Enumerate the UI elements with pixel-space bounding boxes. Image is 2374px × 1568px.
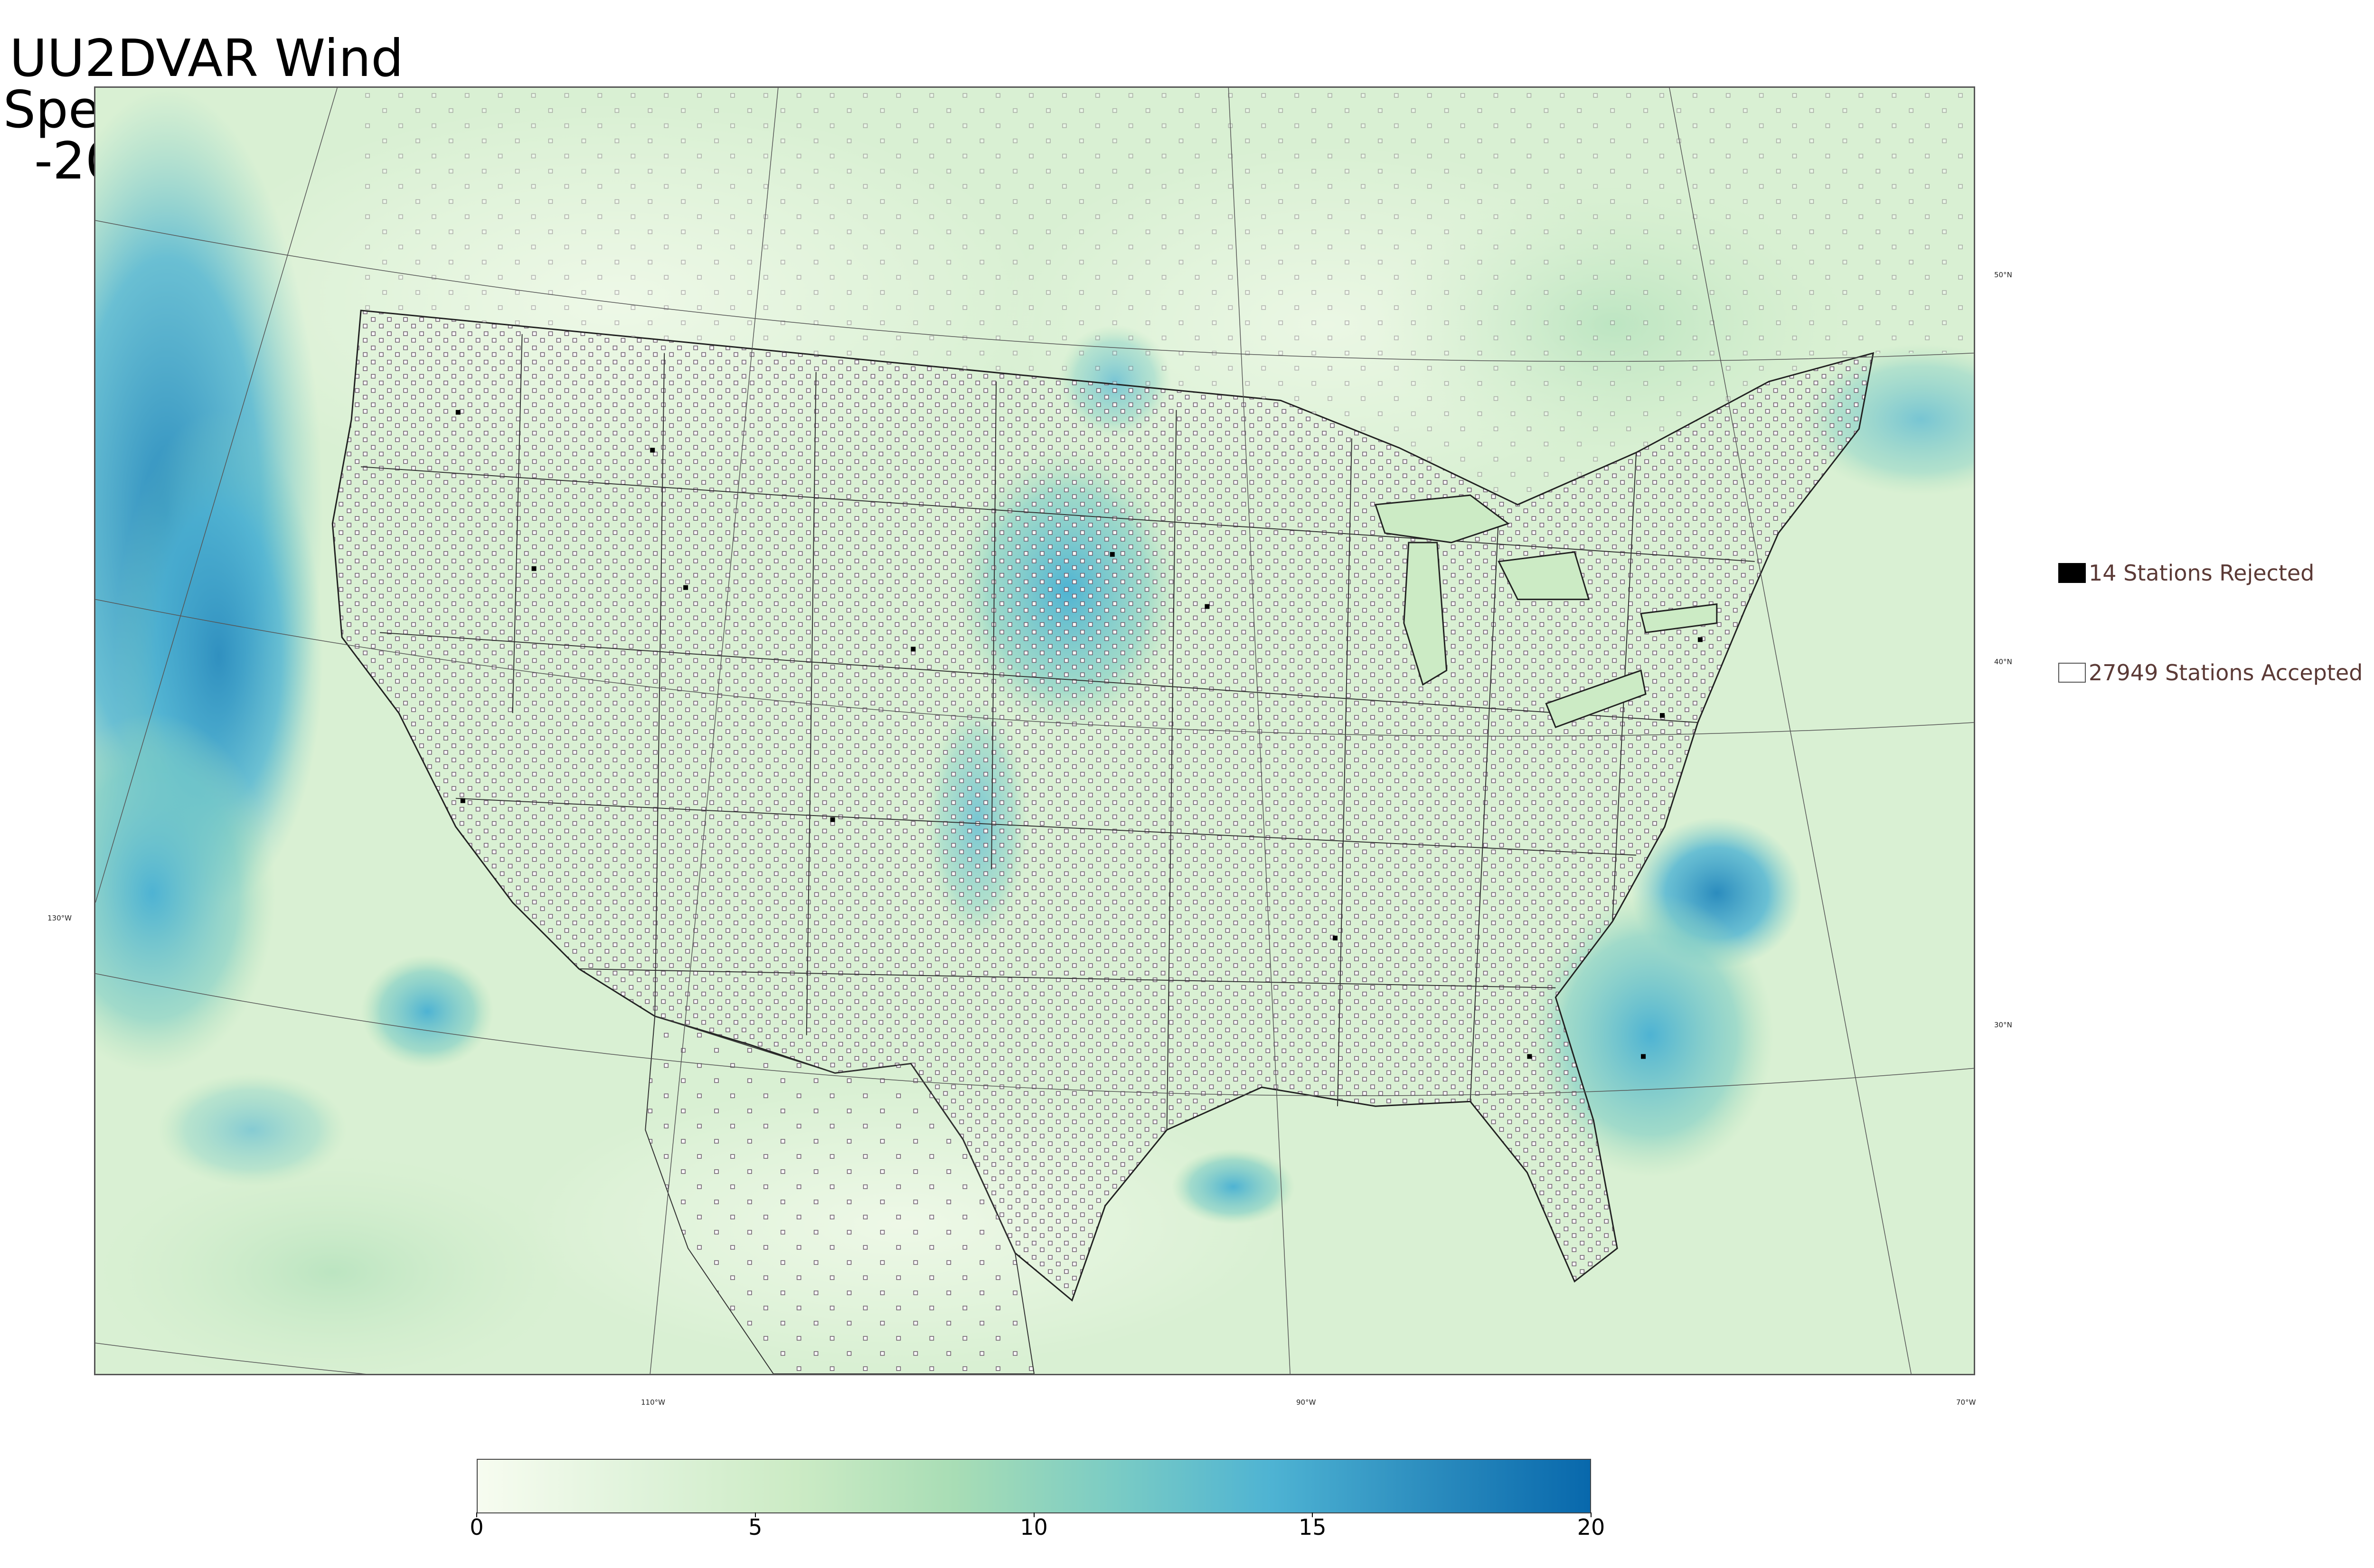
lon-label-130w: 130°W xyxy=(47,914,72,922)
lon-label-90w: 90°W xyxy=(1296,1398,1316,1407)
lat-label-30n: 30°N xyxy=(1994,1021,2012,1029)
colorbar-tick-label: 15 xyxy=(1298,1514,1327,1540)
wind-speed-map[interactable] xyxy=(94,86,1975,1375)
lat-label-50n: 50°N xyxy=(1994,271,2012,279)
colorbar-tick-mark xyxy=(1312,1512,1313,1517)
colorbar-tick-mark xyxy=(1033,1512,1035,1517)
colorbar-tick-label: 10 xyxy=(1020,1514,1048,1540)
legend-accepted-label: 27949 Stations Accepted xyxy=(2089,660,2363,685)
lat-label-40n: 40°N xyxy=(1994,657,2012,666)
colorbar-tick-label: 0 xyxy=(470,1514,484,1540)
legend-rejected-label: 14 Stations Rejected xyxy=(2089,560,2315,586)
colorbar-tick-mark xyxy=(754,1512,756,1517)
colorbar-tick-mark xyxy=(476,1512,477,1517)
accepted-swatch-icon xyxy=(2058,663,2086,683)
colorbar-tick-label: 20 xyxy=(1577,1514,1605,1540)
rejected-swatch-icon xyxy=(2058,563,2086,583)
colorbar-tick-label: 5 xyxy=(748,1514,763,1540)
lon-label-70w: 70°W xyxy=(1956,1398,1976,1407)
lon-label-110w: 110°W xyxy=(641,1398,665,1407)
legend-rejected: 14 Stations Rejected xyxy=(2058,560,2314,586)
map-canvas xyxy=(95,88,1974,1374)
colorbar-tick-mark xyxy=(1591,1512,1592,1517)
colorbar xyxy=(477,1459,1591,1513)
legend-accepted: 27949 Stations Accepted xyxy=(2058,660,2363,685)
